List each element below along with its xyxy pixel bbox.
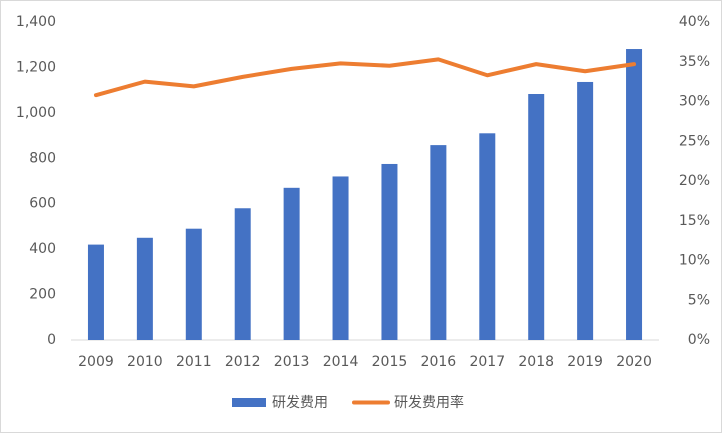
x-tick-label: 2017	[469, 354, 505, 370]
x-tick-label: 2012	[225, 354, 261, 370]
y-tick-label: 1,000	[16, 105, 56, 121]
x-tick-label: 2019	[567, 354, 603, 370]
x-tick-label: 2020	[616, 354, 652, 370]
y-tick-label: 400	[29, 241, 56, 257]
y-tick-label: 600	[29, 196, 56, 212]
bar	[136, 237, 153, 340]
bar	[234, 208, 251, 340]
y2-tick-label: 30%	[679, 94, 710, 110]
x-tick-label: 2014	[323, 354, 359, 370]
y-tick-label: 200	[29, 287, 56, 303]
y-tick-label: 1,200	[16, 59, 56, 75]
bar	[577, 81, 594, 341]
bar	[87, 244, 104, 340]
bar	[185, 228, 202, 340]
bar	[479, 133, 496, 340]
x-tick-label: 2010	[127, 354, 163, 370]
bar	[528, 94, 545, 340]
y2-tick-label: 0%	[688, 332, 710, 348]
bar	[626, 49, 643, 340]
x-tick-label: 2016	[421, 354, 457, 370]
y2-tick-label: 5%	[688, 292, 710, 308]
line	[93, 57, 637, 98]
y-tick-label: 0	[47, 332, 56, 348]
y-tick-label: 800	[29, 150, 56, 166]
bar	[332, 176, 349, 340]
bar	[283, 187, 300, 340]
x-tick-label: 2018	[518, 354, 554, 370]
bar	[381, 163, 398, 340]
legend-label: 研发费用	[272, 395, 328, 411]
legend-label: 研发费用率	[394, 394, 464, 411]
x-tick-label: 2015	[372, 354, 408, 370]
y2-tick-label: 40%	[679, 14, 710, 30]
x-tick-label: 2009	[78, 354, 114, 370]
y2-tick-label: 35%	[679, 54, 710, 70]
legend-swatch	[232, 398, 266, 407]
bar	[430, 145, 447, 340]
y2-tick-label: 25%	[679, 133, 710, 149]
x-tick-label: 2013	[274, 354, 310, 370]
x-tick-label: 2011	[176, 354, 212, 370]
y2-tick-label: 15%	[679, 213, 710, 229]
y2-tick-label: 10%	[679, 253, 710, 269]
y2-tick-label: 20%	[679, 173, 710, 189]
y-tick-label: 1,400	[16, 14, 56, 30]
